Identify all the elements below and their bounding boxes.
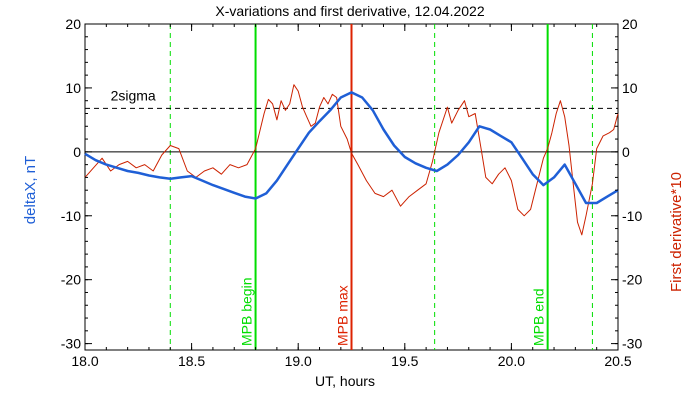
y-tick-label-right: 10 <box>622 80 638 96</box>
x-tick-label: 20.5 <box>604 353 631 369</box>
y-tick-label-left: 20 <box>65 16 81 32</box>
x-axis-label: UT, hours <box>315 373 375 389</box>
ticks-layer: 18.0 18.5 19.0 19.5 20.0 20.5-30 -30-20 -20-10-… <box>61 16 643 369</box>
y-tick-label-left: -10 <box>61 208 81 224</box>
y-axis-label-right: First derivative*10 <box>668 172 685 292</box>
x-tick-label: 19.0 <box>285 353 312 369</box>
series-layer <box>84 84 619 236</box>
y-tick-label-left: 0 <box>73 144 81 160</box>
y-tick-label-left: -30 <box>61 336 81 352</box>
y-tick-label-right: -30 <box>622 336 642 352</box>
threshold-label: 2sigma <box>111 87 156 103</box>
marker-label-2: MPB end <box>531 288 547 346</box>
y-axis-label-left: deltaX, nT <box>22 156 39 224</box>
x-tick-label: 19.5 <box>391 353 418 369</box>
x-tick-label: 18.5 <box>178 353 205 369</box>
marker-label-0: MPB begin <box>239 278 255 346</box>
marker-label-1: MPB max <box>335 285 351 346</box>
y-tick-label-right: -10 <box>622 208 642 224</box>
y-tick-label-right: 0 <box>622 144 630 160</box>
y-tick-label-left: -20 <box>61 272 81 288</box>
y-tick-label-right: 20 <box>622 16 638 32</box>
deltax-line <box>84 91 619 205</box>
x-tick-label: 18.0 <box>71 353 98 369</box>
chart-title: X-variations and first derivative, 12.04… <box>215 3 484 19</box>
derivative-line <box>84 84 619 236</box>
y-tick-label-right: -20 <box>622 272 642 288</box>
markers-layer: MPB begin MPB max MPB end <box>169 24 593 350</box>
y-tick-label-left: 10 <box>65 80 81 96</box>
x-tick-label: 20.0 <box>498 353 525 369</box>
